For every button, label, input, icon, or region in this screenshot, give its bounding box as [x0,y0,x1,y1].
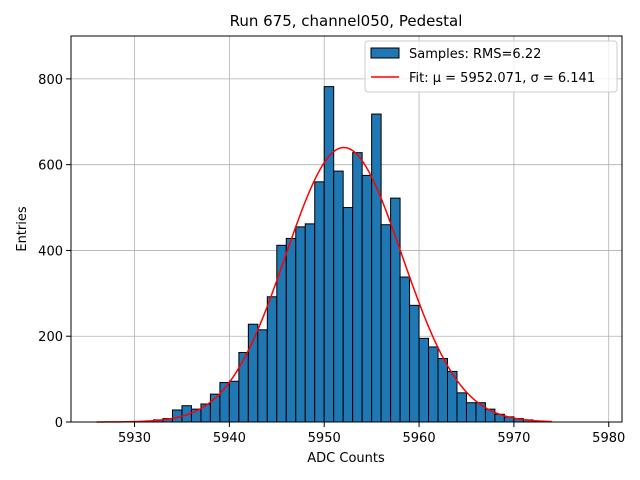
chart-title: Run 675, channel050, Pedestal [230,12,463,30]
histogram-bar [304,223,316,423]
x-tick-label: 5940 [213,431,246,446]
histogram-bar [285,237,297,423]
histogram-bar [418,337,430,423]
histogram-bar [437,358,449,423]
histogram-bar [238,352,249,423]
y-tick-label: 800 [38,73,63,88]
y-tick-label: 0 [55,416,63,431]
histogram-bar [361,174,373,423]
histogram-bar [380,224,392,423]
histogram-bar [333,170,344,423]
legend-histogram-label: Samples: RMS=6.22 [409,47,541,62]
histogram-bar [323,86,335,423]
y-axis-ticks: 0 200 400 600 800 [38,73,71,431]
gaussian-fit-curve [96,146,552,423]
histogram-bar [342,207,354,423]
y-tick-label: 400 [38,244,63,259]
x-tick-label: 5930 [118,431,151,446]
legend: Samples: RMS=6.22 Fit: μ = 5952.071, σ =… [364,40,618,93]
histogram-bar [475,402,486,423]
y-axis-label: Entries [15,206,30,252]
histogram-bar [371,113,382,423]
histogram-bar [295,226,306,423]
histogram-bar [456,392,467,423]
x-tick-label: 5980 [592,431,625,446]
x-tick-label: 5960 [403,431,436,446]
histogram-bar [200,403,211,423]
histogram-bar [257,329,268,423]
histogram-bar [428,346,439,423]
histogram-bar [465,402,477,423]
x-tick-label: 5950 [308,431,341,446]
x-axis-label: ADC Counts [307,451,385,466]
y-tick-label: 200 [38,330,63,345]
histogram-bar [399,276,411,423]
histogram-bar [409,304,420,423]
histogram-bar [228,380,240,423]
legend-fit-label: Fit: μ = 5952.071, σ = 6.141 [409,71,595,86]
x-tick-label: 5970 [497,431,530,446]
y-tick-label: 600 [38,159,63,174]
legend-box [364,40,618,93]
legend-histogram-swatch [370,47,400,59]
histogram-bar [352,152,363,423]
plot-frame [70,35,623,423]
histogram-bar [390,197,401,423]
x-axis-ticks: 5930 5940 5950 5960 5970 5980 [118,422,625,446]
histogram-bar [314,181,325,423]
histogram-bar [266,296,278,423]
histogram-bar [276,244,287,423]
